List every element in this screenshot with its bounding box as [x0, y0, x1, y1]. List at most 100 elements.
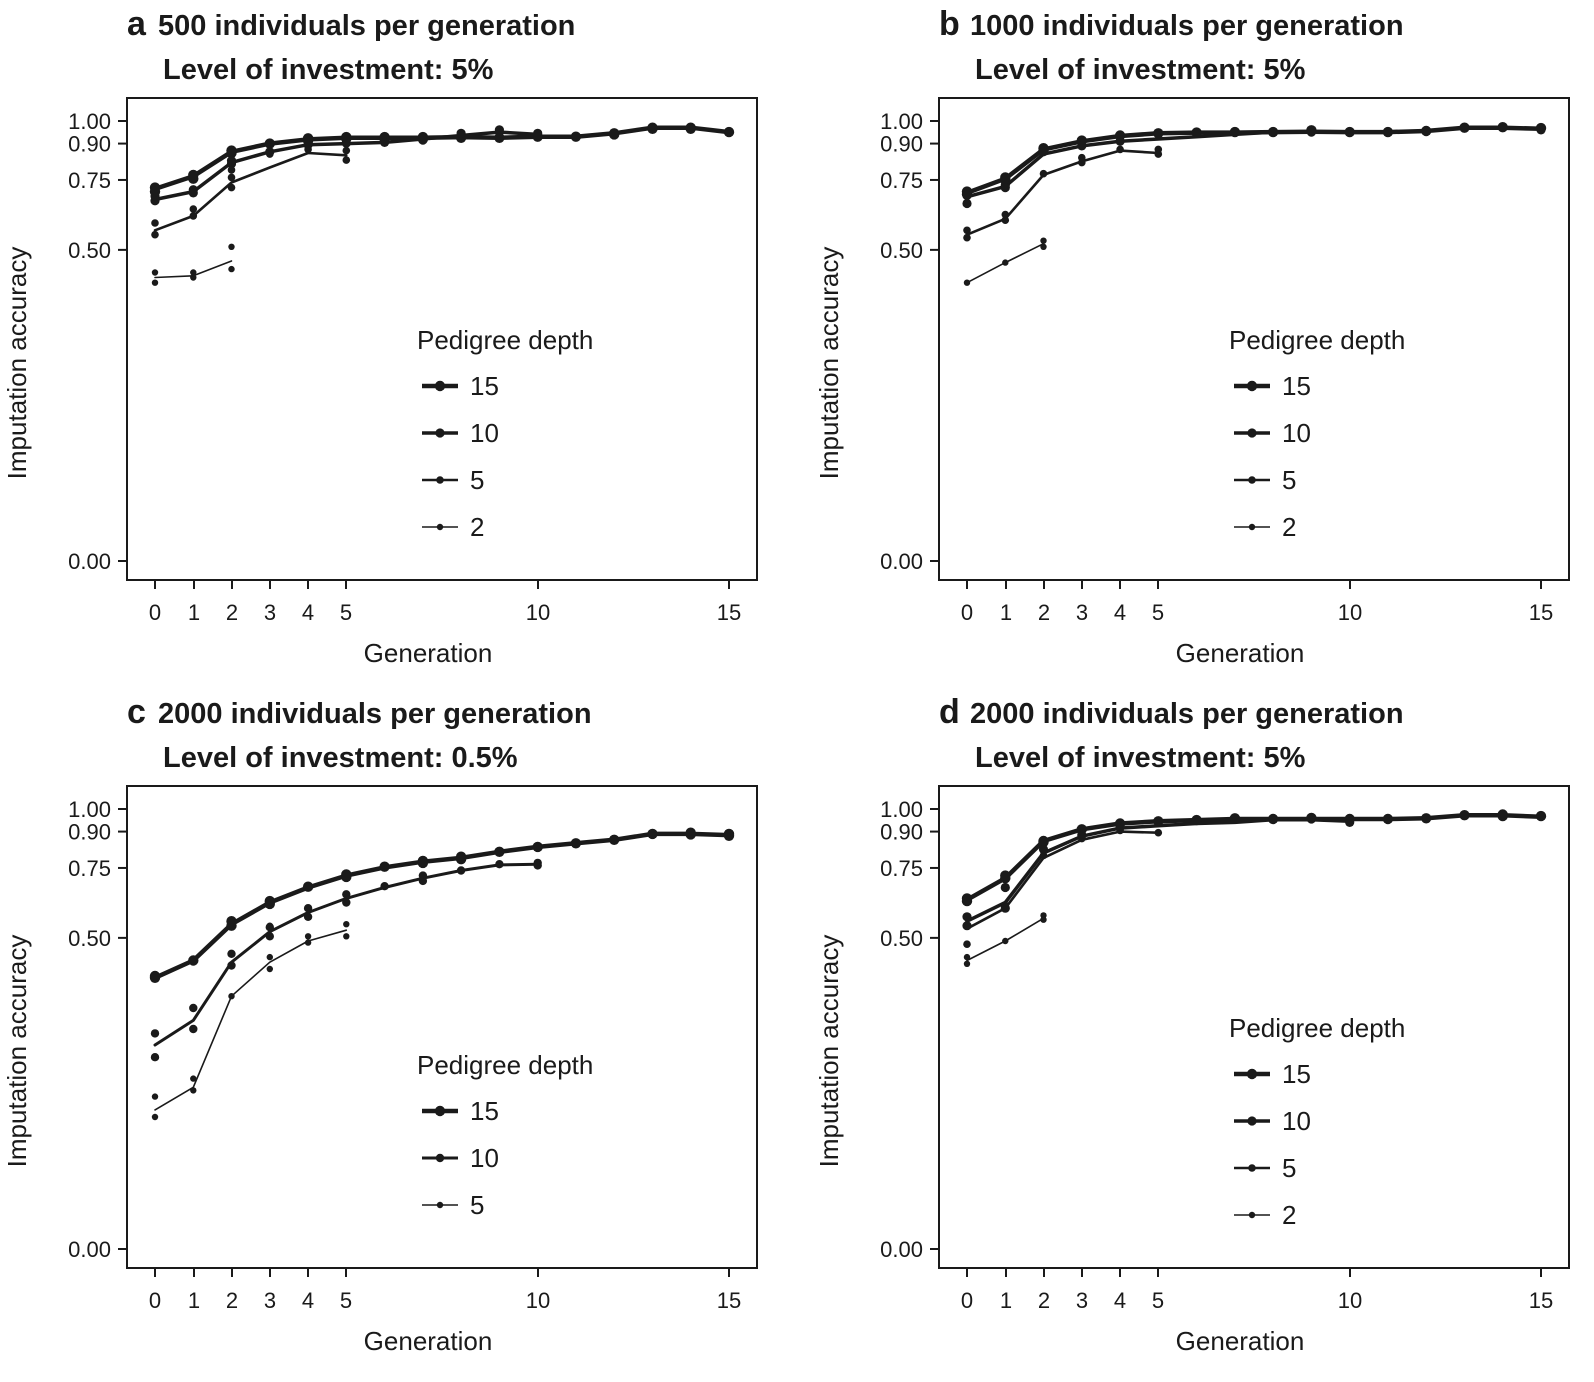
legend-item-15: 15	[422, 1096, 499, 1126]
y-axis-title: Imputation accuracy	[2, 247, 32, 480]
panel-letter: c	[127, 693, 146, 731]
series-2	[151, 243, 235, 286]
legend-item-5: 5	[422, 465, 484, 495]
plot-frame	[126, 785, 758, 1269]
legend-swatch-point	[435, 428, 445, 438]
data-point	[1002, 259, 1009, 266]
data-point	[963, 921, 971, 930]
x-tick-label: 10	[526, 600, 550, 625]
chart-title: 2000 individuals per generation	[158, 698, 592, 730]
x-tick-label: 1	[188, 1288, 200, 1313]
x-tick-label: 10	[526, 1288, 550, 1313]
plot-frame	[126, 97, 758, 581]
data-point	[1536, 125, 1546, 135]
data-point	[264, 138, 275, 149]
series-10	[150, 858, 542, 1062]
x-tick-label: 0	[149, 600, 161, 625]
x-axis-title: Generation	[1176, 1326, 1305, 1356]
legend-swatch-point	[436, 1201, 444, 1209]
y-axis-title: Imputation accuracy	[814, 247, 844, 480]
panel-b: b 1000 individuals per generation Level of…	[814, 5, 1570, 668]
data-point	[1115, 136, 1125, 146]
data-point	[1459, 810, 1470, 821]
plot-frame	[938, 785, 1570, 1269]
data-point	[1001, 210, 1010, 219]
data-point	[149, 972, 161, 983]
x-tick-label: 3	[1076, 1288, 1088, 1313]
chart-title: 500 individuals per generation	[158, 10, 575, 42]
legend-item-5: 5	[422, 1190, 484, 1220]
series-line	[965, 149, 1160, 236]
y-tick-label: 0.75	[68, 856, 111, 881]
data-point	[1039, 851, 1048, 860]
x-tick-label: 3	[264, 1288, 276, 1313]
data-point	[456, 128, 466, 138]
data-point	[1000, 183, 1010, 193]
panel-letter: b	[939, 5, 960, 43]
data-point	[1306, 127, 1316, 137]
data-point	[417, 857, 429, 869]
data-point	[188, 188, 198, 198]
x-tick-label: 10	[1338, 600, 1362, 625]
x-tick-label: 1	[188, 600, 200, 625]
legend-swatch-point	[436, 476, 444, 484]
legend: Pedigree depth 15 10 5	[417, 1050, 593, 1220]
y-tick-label: 1.00	[68, 109, 111, 134]
y-tick-label: 0.90	[880, 820, 923, 845]
legend-label: 5	[470, 465, 484, 495]
x-tick-label: 2	[1038, 1288, 1050, 1313]
legend-swatch-point	[1247, 1116, 1257, 1126]
data-point	[1039, 169, 1048, 178]
data-point	[494, 846, 505, 857]
data-point	[189, 1003, 198, 1013]
series-line	[154, 929, 348, 1111]
data-point	[1001, 901, 1010, 910]
legend-item-2: 2	[422, 512, 484, 542]
chart-title: 1000 individuals per generation	[970, 10, 1404, 42]
data-point	[304, 939, 312, 946]
data-point	[456, 866, 466, 875]
data-point	[1040, 916, 1047, 923]
data-point	[151, 269, 159, 276]
legend-item-10: 10	[1234, 1106, 1311, 1136]
data-point	[1000, 873, 1011, 884]
data-point	[685, 829, 696, 840]
series-line	[965, 817, 1352, 923]
x-axis-title: Generation	[364, 1326, 493, 1356]
legend-item-2: 2	[1234, 512, 1296, 542]
x-tick-label: 2	[226, 600, 238, 625]
data-point	[266, 150, 274, 158]
data-point	[1077, 141, 1087, 151]
legend-swatch-point	[435, 1153, 445, 1163]
x-tick-label: 10	[1338, 1288, 1362, 1313]
data-point	[494, 125, 504, 135]
data-point	[227, 949, 236, 958]
legend-item-5: 5	[1234, 1153, 1296, 1183]
data-point	[1306, 814, 1316, 824]
data-point	[609, 834, 620, 845]
data-point	[963, 233, 971, 242]
series-5	[151, 921, 350, 1121]
data-point	[341, 138, 351, 148]
legend-label: 2	[1282, 1200, 1296, 1230]
x-tick-label: 0	[149, 1288, 161, 1313]
x-tick-label: 5	[340, 1288, 352, 1313]
series-2	[963, 237, 1047, 286]
data-point	[962, 190, 972, 201]
y-tick-label: 0.75	[68, 168, 111, 193]
data-point	[302, 881, 314, 892]
data-point	[342, 156, 351, 164]
y-tick-label: 0.50	[880, 926, 923, 951]
legend-swatch-point	[1248, 476, 1256, 484]
y-tick-label: 1.00	[880, 109, 923, 134]
data-point	[961, 895, 973, 907]
data-point	[1038, 844, 1049, 854]
data-point	[303, 904, 313, 913]
data-point	[455, 854, 467, 865]
legend-title: Pedigree depth	[1229, 1013, 1405, 1043]
data-point	[150, 1029, 160, 1038]
data-point	[963, 960, 971, 967]
y-tick-label: 1.00	[880, 797, 923, 822]
data-point	[342, 146, 351, 155]
data-point	[963, 940, 971, 948]
